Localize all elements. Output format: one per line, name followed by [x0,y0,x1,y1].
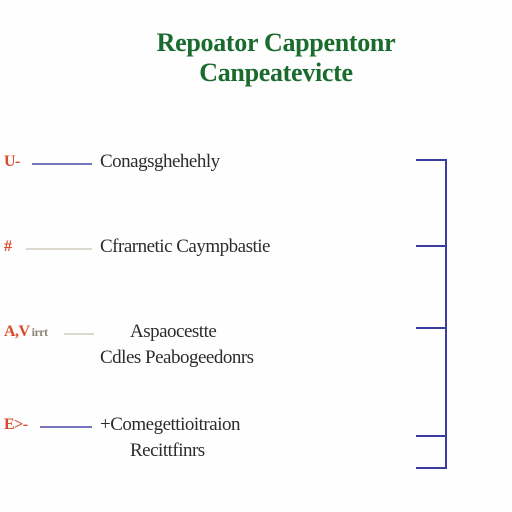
item-connector [26,248,92,250]
item-marker: A,Virrt [4,323,48,341]
item-marker-sub: irrt [32,325,48,339]
item-connector [40,426,92,428]
item-marker: E>- [4,416,28,434]
item-label: Cfrarnetic Caympbastie [100,236,270,258]
item-label-secondary: Cdles Peabogeedonrs [100,347,254,369]
diagram-title: Repoator Cappentonr Canpeatevicte [0,0,512,88]
item-label: +Comegettioitraion [100,414,240,436]
item-label: Aspaocestte [130,321,216,343]
item-marker: U- [4,153,20,171]
title-line-2: Canpeatevicte [100,58,452,88]
item-label: Conagsghehehly [100,151,220,173]
title-line-1: Repoator Cappentonr [100,28,452,58]
bracket-icon [416,154,456,474]
item-connector [64,333,94,335]
item-marker: # [4,238,12,256]
item-connector [32,163,92,165]
item-label-secondary: Recittfinrs [130,440,205,462]
item-marker-main: A,V [4,323,30,340]
